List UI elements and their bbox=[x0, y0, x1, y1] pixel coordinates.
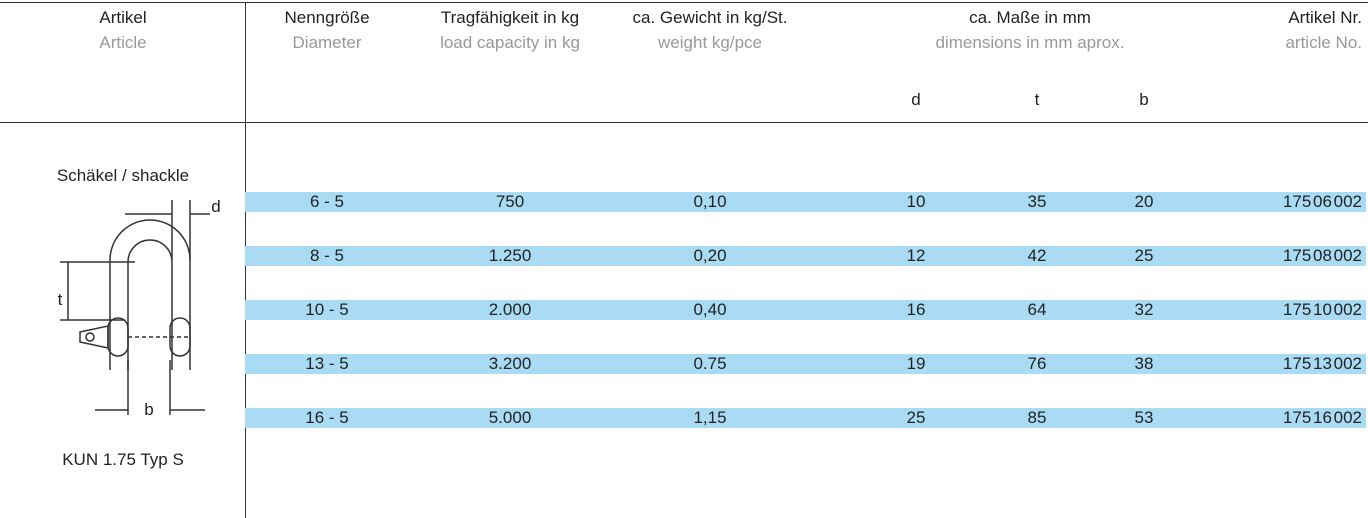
cell: 64 bbox=[1027, 300, 1047, 319]
cell: 76 bbox=[1027, 354, 1047, 373]
cell: 85 bbox=[1027, 408, 1047, 427]
header-en: load capacity in kg bbox=[440, 33, 580, 52]
cell: 35 bbox=[1027, 192, 1047, 211]
article-type: KUN 1.75 Typ S bbox=[62, 450, 184, 469]
header-en: article No. bbox=[1285, 33, 1362, 52]
cell: 175 13 002 bbox=[1282, 354, 1362, 373]
dimension-header: t bbox=[1034, 90, 1040, 109]
diagram-label: t bbox=[57, 290, 63, 309]
cell: 175 16 002 bbox=[1282, 408, 1362, 427]
header-en: Article bbox=[99, 33, 147, 52]
cell: 10 - 5 bbox=[305, 300, 349, 319]
header-en: Diameter bbox=[292, 33, 362, 52]
header-rule bbox=[0, 122, 1368, 123]
cell: 25 bbox=[1134, 246, 1154, 265]
row-band bbox=[245, 192, 1366, 212]
cell: 0,20 bbox=[693, 246, 727, 265]
diagram-label: d bbox=[211, 197, 221, 216]
cell: 0,40 bbox=[693, 300, 727, 319]
dimension-header: d bbox=[911, 90, 921, 109]
cell: 0,10 bbox=[693, 192, 727, 211]
row-band bbox=[245, 246, 1366, 266]
cell: 3.200 bbox=[488, 354, 532, 373]
cell: 175 10 002 bbox=[1282, 300, 1362, 319]
header-de: Artikel bbox=[99, 8, 147, 27]
row-band bbox=[245, 354, 1366, 374]
cell: 2.000 bbox=[488, 300, 532, 319]
dimension-header: b bbox=[1139, 90, 1149, 109]
cell: 10 bbox=[906, 192, 926, 211]
cell: 19 bbox=[906, 354, 926, 373]
cell: 42 bbox=[1027, 246, 1047, 265]
header-de: ca. Maße in mm bbox=[969, 8, 1091, 27]
header-de: ca. Gewicht in kg/St. bbox=[632, 8, 788, 27]
row-band bbox=[245, 300, 1366, 320]
cell: 8 - 5 bbox=[309, 246, 345, 265]
cell: 32 bbox=[1134, 300, 1154, 319]
header-en: dimensions in mm aprox. bbox=[935, 33, 1125, 52]
cell: 175 08 002 bbox=[1282, 246, 1362, 265]
cell: 1,15 bbox=[693, 408, 727, 427]
row-band bbox=[245, 408, 1366, 428]
shackle-diagram bbox=[60, 200, 210, 415]
header-de: Tragfähigkeit in kg bbox=[440, 8, 580, 27]
cell: 750 bbox=[495, 192, 525, 211]
cell: 16 bbox=[906, 300, 926, 319]
cell: 13 - 5 bbox=[305, 354, 349, 373]
cell: 5.000 bbox=[488, 408, 532, 427]
header-de: Artikel Nr. bbox=[1288, 8, 1362, 27]
top-rule bbox=[0, 2, 1368, 3]
cell: 175 06 002 bbox=[1282, 192, 1362, 211]
cell: 53 bbox=[1134, 408, 1154, 427]
cell: 20 bbox=[1134, 192, 1154, 211]
cell: 1.250 bbox=[488, 246, 532, 265]
cell: 25 bbox=[906, 408, 926, 427]
cell: 6 - 5 bbox=[309, 192, 345, 211]
article-name: Schäkel / shackle bbox=[56, 166, 190, 185]
cell: 12 bbox=[906, 246, 926, 265]
cell: 38 bbox=[1134, 354, 1154, 373]
header-de: Nenngröße bbox=[284, 8, 370, 27]
cell: 16 - 5 bbox=[305, 408, 349, 427]
cell: 0.75 bbox=[693, 354, 727, 373]
header-en: weight kg/pce bbox=[658, 33, 762, 52]
diagram-label: b bbox=[144, 400, 154, 419]
